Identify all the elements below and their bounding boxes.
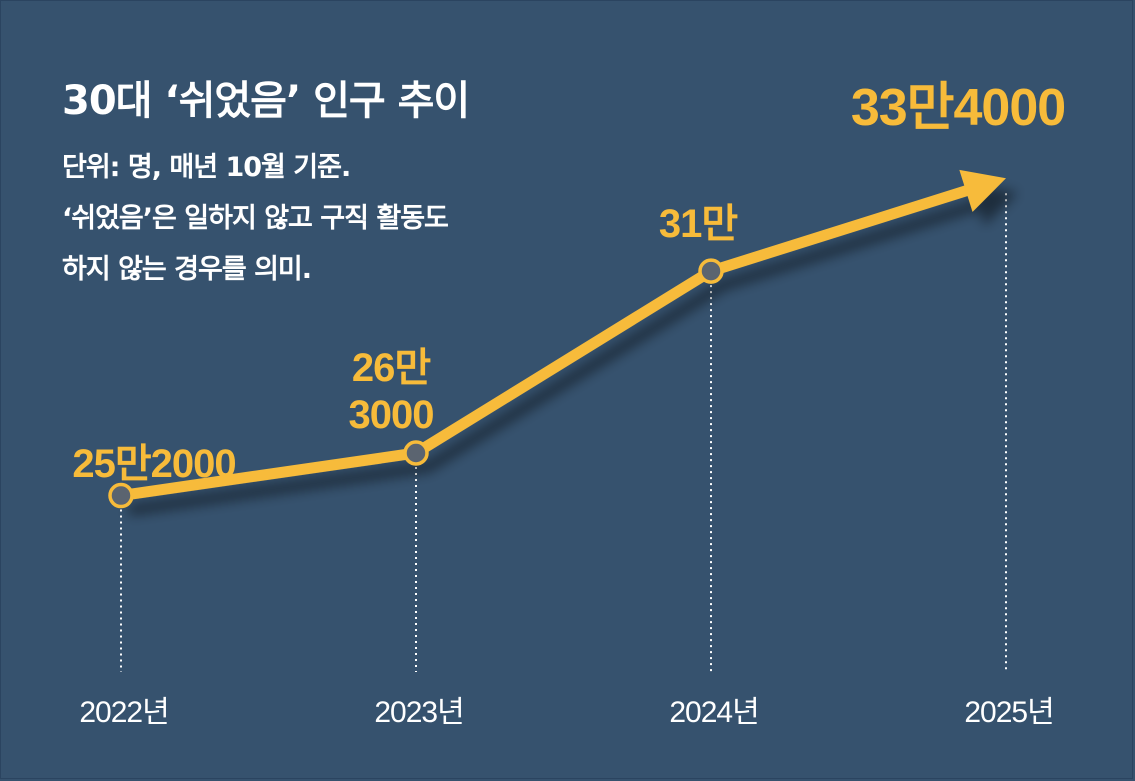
chart-note-definition-1: ‘쉬었음’은 일하지 않고 구직 활동도 xyxy=(62,203,449,234)
data-label-3: 33만4000 xyxy=(851,79,1065,137)
x-tick-label-1: 2023년 xyxy=(374,696,463,729)
data-label-0-line-0: 25만2000 xyxy=(72,442,235,486)
data-label-1: 26만 3000 xyxy=(349,346,434,437)
chart-note-unit: 단위: 명, 매년 10월 기준. xyxy=(62,152,351,183)
data-label-1-line-1: 3000 xyxy=(349,393,434,437)
data-label-2: 31만 xyxy=(659,202,738,246)
series-line xyxy=(115,184,976,502)
series-arrowhead xyxy=(959,169,1006,212)
chart-title: 30대 ‘쉬었음’ 인구 추이 xyxy=(62,78,470,124)
data-point-0 xyxy=(108,482,134,509)
data-label-0: 25만2000 xyxy=(72,442,235,486)
x-tick-label-3: 2025년 xyxy=(964,696,1053,729)
data-label-1-line-0: 26만 xyxy=(352,346,431,390)
data-point-2 xyxy=(698,258,724,284)
chart-note-definition-2: 하지 않는 경우를 의미. xyxy=(62,254,312,285)
data-point-1 xyxy=(403,440,429,466)
data-label-2-line-0: 31만 xyxy=(659,202,738,246)
x-tick-label-2: 2024년 xyxy=(669,696,758,729)
x-tick-label-0: 2022년 xyxy=(79,696,168,729)
data-label-3-line-0: 33만4000 xyxy=(851,79,1065,137)
